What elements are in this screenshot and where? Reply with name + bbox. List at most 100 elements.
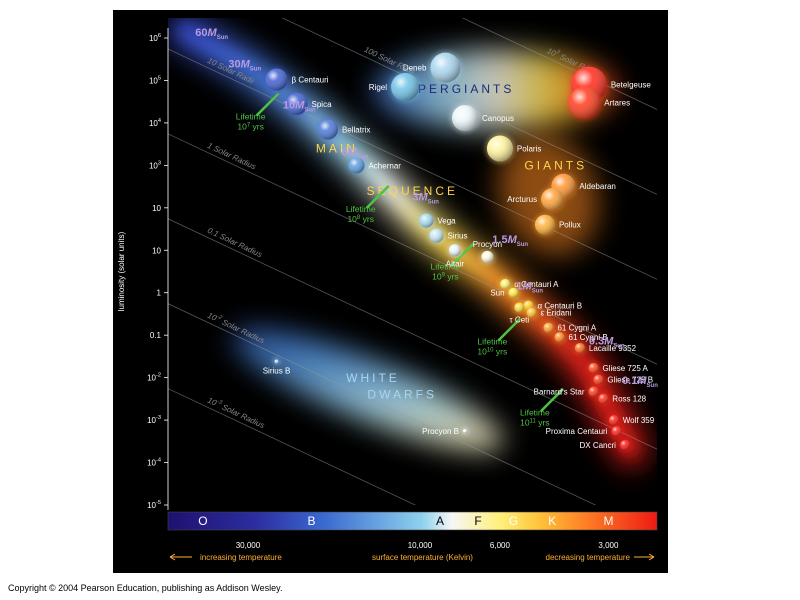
x-tick-label: 30,000 [236,541,261,550]
x-tick-label: 6,000 [490,541,511,550]
region-label: GIANTS [524,158,587,172]
star: τ Ceti [510,300,530,324]
star-shading [317,119,338,140]
mass-label: 10MSun [283,99,316,113]
x-tick-label: 3,000 [598,541,619,550]
star-shading [514,302,525,313]
spectral-bar-border [167,511,658,531]
star: Gliese 725 B [591,372,653,387]
y-tick-label: 104 [149,118,161,128]
star-label: Artares [604,99,630,108]
star-label: α Centauri A [514,280,559,289]
star-shading [526,307,537,318]
star: DX Cancri [579,437,632,452]
star: 61 Cygni B [552,330,608,345]
star-label: ε Eridani [541,309,572,318]
star-shading [619,439,630,450]
white-dwarf-band [232,328,503,451]
lifetime-value: 1011 yrs [520,417,549,427]
star-label: 61 Cygni A [557,324,596,333]
star-label: Sun [490,289,504,298]
star-label: Lacaille 9352 [589,344,637,353]
y-tick-label: 10-4 [147,458,161,468]
star-label: Rigel [369,83,387,92]
star-shading [598,393,609,404]
star: Arcturus [507,186,566,213]
star-shading [481,250,494,263]
star-shading [448,244,461,257]
mass-label: 0.1MSun [622,375,658,389]
star-shading [554,332,565,343]
lifetime-marker [450,242,475,267]
star-shading [430,52,461,83]
star-label: Spica [312,100,333,109]
star-shading [265,68,288,91]
star-label: Gliese 725 B [607,376,653,385]
spectral-class-label: M [603,514,613,528]
star-shading [593,374,604,385]
star-label: Aldebaran [579,182,615,191]
mass-label: 3MSun [412,191,439,205]
mass-label: 0.3MSun [589,336,625,350]
mass-label: 6MSun [342,147,369,161]
star: Barnard's Star [534,384,601,399]
region-label: DWARFS [367,388,437,402]
lifetime-marker [497,317,522,342]
star: Ross 128 [596,391,647,406]
star-label: τ Ceti [510,315,530,324]
star: Procyon B [422,427,469,436]
star: Deneb [403,50,463,85]
spectral-class-label: K [548,514,556,528]
x-axis-label: surface temperature (Kelvin) [372,553,473,562]
star: Pollux [532,212,581,237]
star-label: Gliese 725 A [603,364,649,373]
spectral-class-label: F [474,514,481,528]
star: Lacaille 9352 [572,340,637,355]
star: Procyon [473,240,502,265]
lifetime-marker [539,388,564,413]
y-tick-label: 10 [152,246,161,255]
star-label: Pollux [559,221,581,230]
lifetime-label: Lifetime [346,204,376,214]
star-label: 61 Cygni B [569,333,608,342]
star-label: Ross 128 [612,395,646,404]
lifetime-label: Lifetime [431,262,461,272]
star-shading [534,214,555,235]
star-shading [568,86,601,119]
star-shading [486,135,513,162]
star-shading [588,386,599,397]
star-label: Bellatrix [342,125,370,134]
star-shading [462,429,467,434]
lifetime-marker [365,185,390,209]
mass-label: 60MSun [195,27,228,41]
star-shading [508,287,519,298]
star: ε Eridani [524,305,572,320]
radius-label: 10-3 Solar Radius [206,395,266,430]
star-shading [348,157,365,174]
star-label: Canopus [482,114,514,123]
star-label: Vega [437,217,456,226]
y-axis: 106 105 104 103 10 10 1 0.1 10-2 10-3 10-4 10-5 [147,28,169,510]
star: Proxima Centauri [546,424,624,439]
star-label: Betelgeuse [611,81,652,90]
mass-label: 1.5MSun [492,234,528,248]
star-shading [419,213,434,228]
star: Altair [446,242,464,268]
radius-line [168,133,657,365]
region-label: MAIN [316,142,358,156]
lifetime-label: Lifetime [520,407,550,417]
spectral-class-label: O [198,514,207,528]
star-shading [451,105,478,132]
star: Vega [417,211,456,230]
star-shading [500,279,511,290]
star: Achernar [346,155,401,176]
star: β Centauri [263,66,329,93]
star-label: α Centauri B [537,302,582,311]
region-label: WHITE [346,371,400,385]
copyright-notice: Copyright © 2004 Pearson Education, publ… [8,583,283,593]
radius-label: 0.1 Solar Radius [206,226,263,259]
star-shading [608,415,619,426]
star-label: Procyon [473,240,502,249]
spectral-class-label: A [436,514,444,528]
star-shading [274,359,279,364]
